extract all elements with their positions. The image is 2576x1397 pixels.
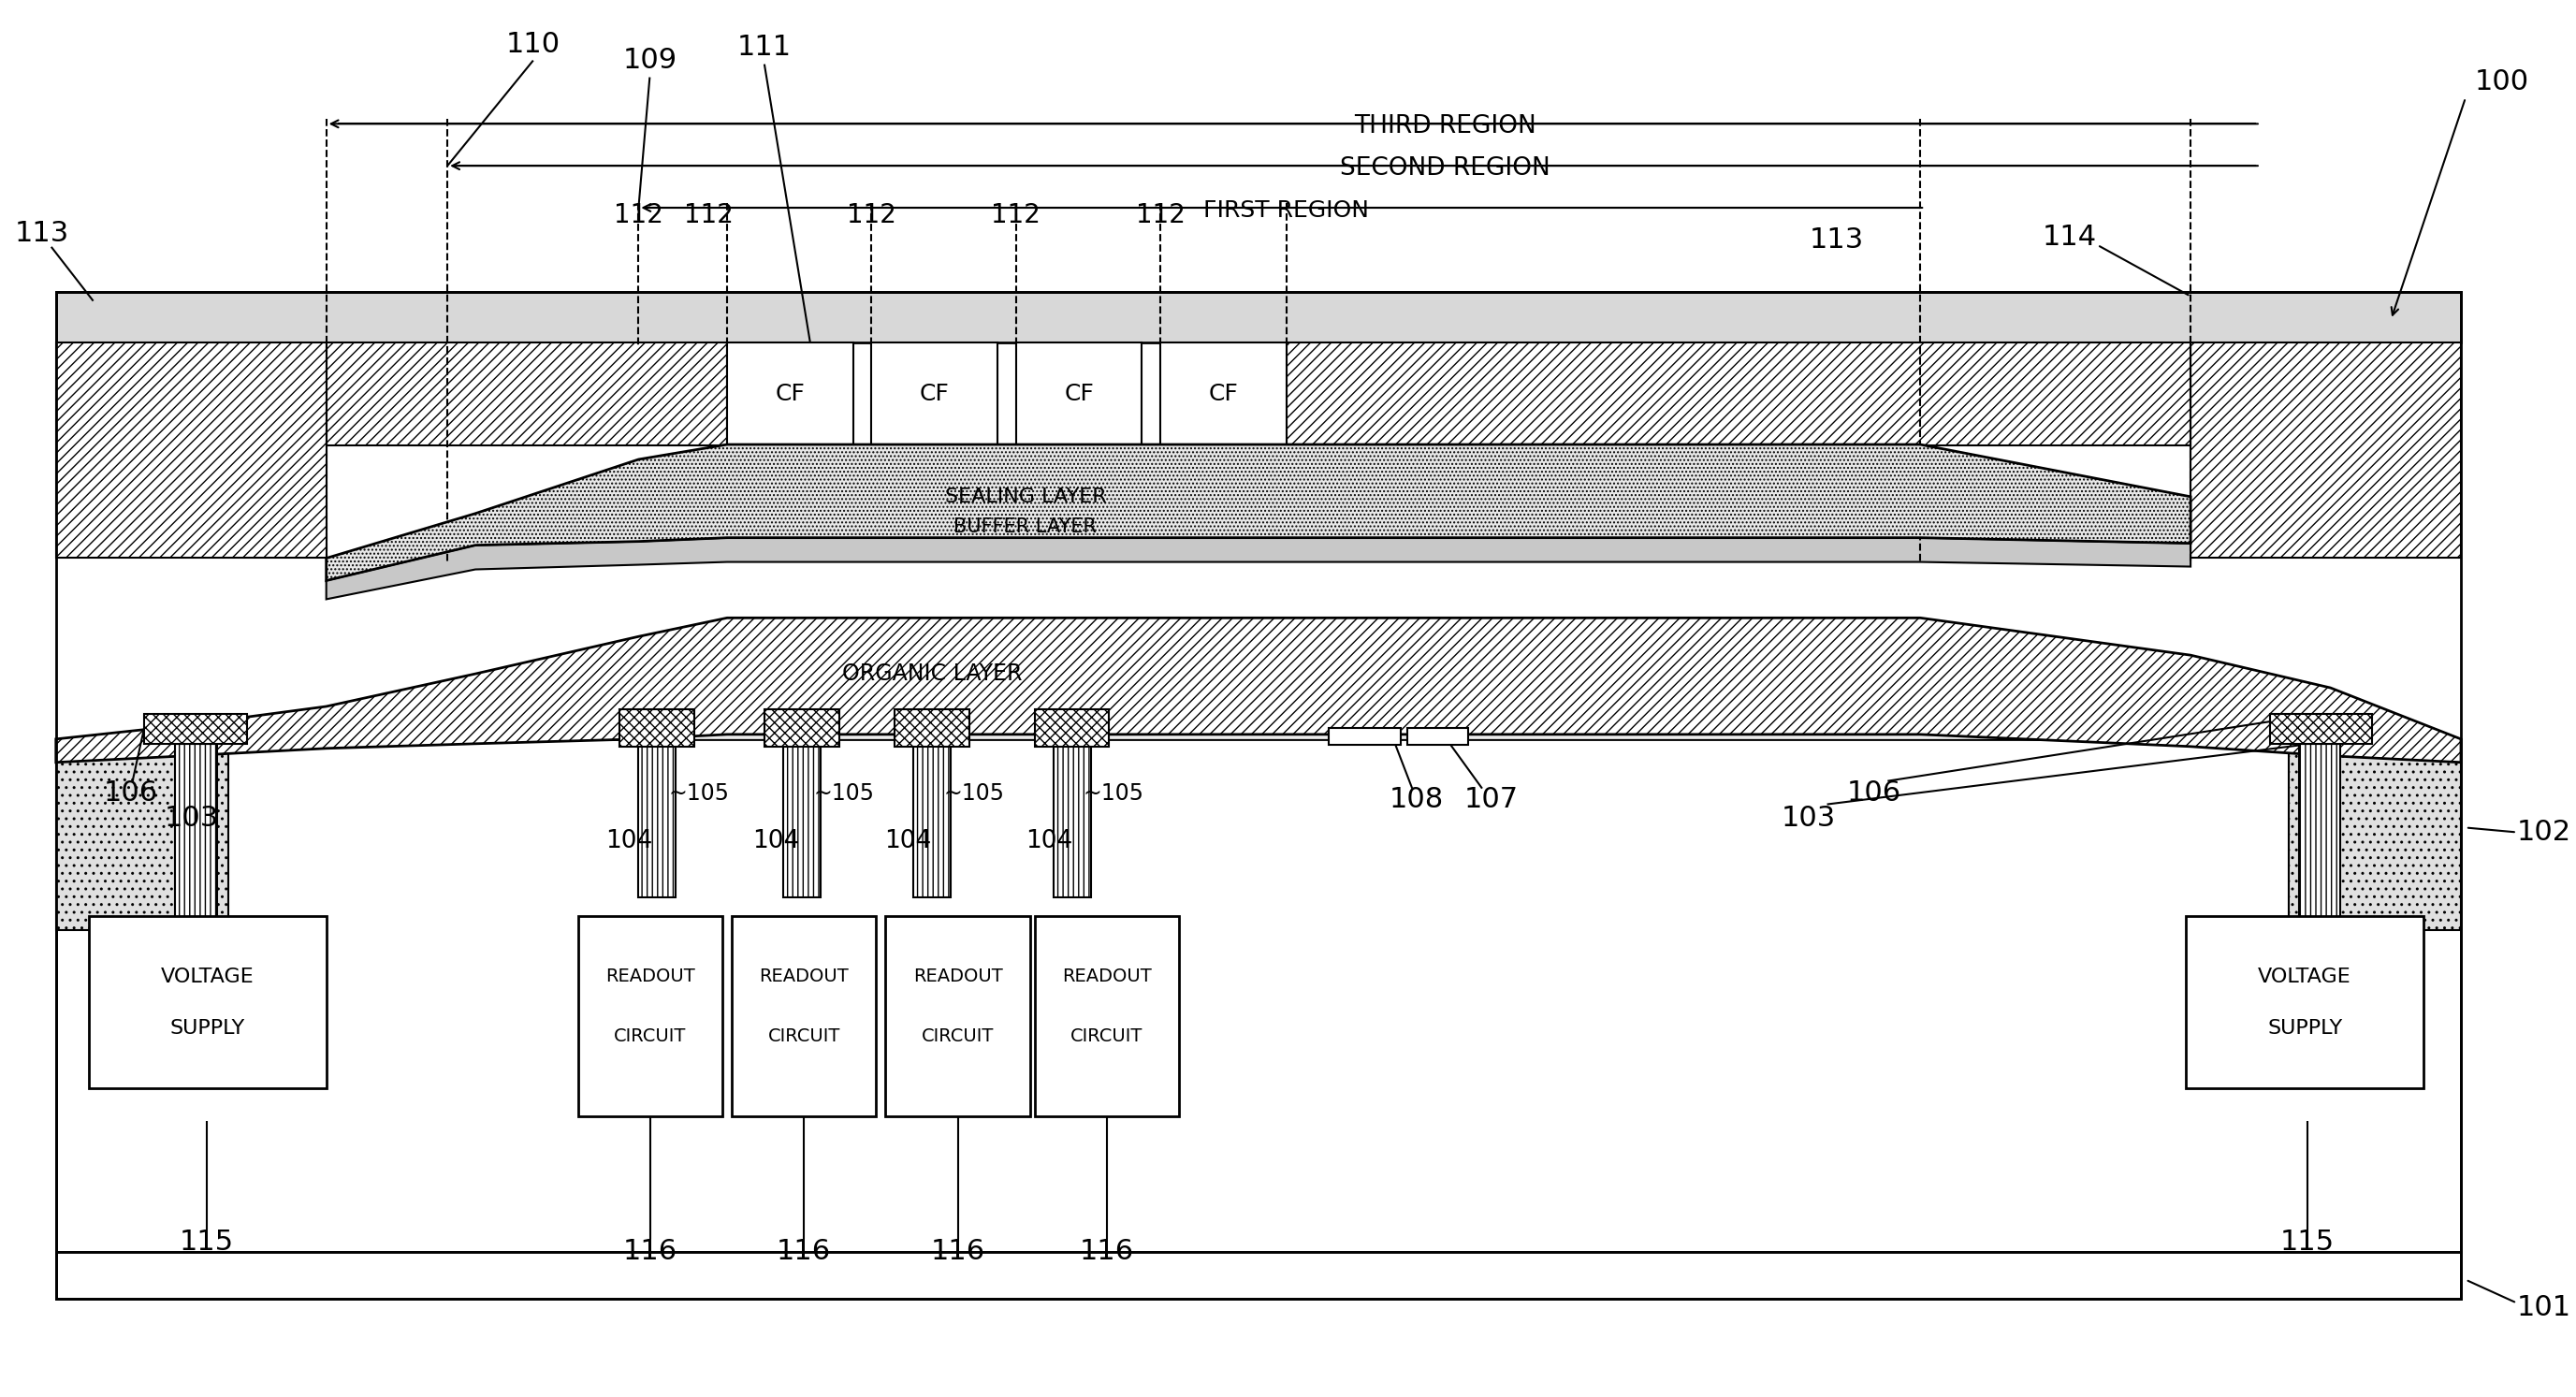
Bar	[57, 1252, 2460, 1298]
Text: 106: 106	[1847, 780, 1901, 806]
Text: 104: 104	[1025, 830, 1074, 854]
Text: VOLTAGE: VOLTAGE	[2259, 967, 2352, 986]
Bar	[871, 342, 997, 446]
Bar	[57, 739, 2460, 1252]
Text: 102: 102	[2517, 819, 2571, 845]
Bar	[732, 916, 876, 1116]
Bar	[1054, 743, 1090, 897]
Text: 115: 115	[180, 1229, 234, 1256]
Text: 114: 114	[2043, 224, 2097, 251]
Bar	[726, 342, 853, 446]
Bar	[894, 710, 969, 746]
Bar	[1329, 728, 1401, 745]
Text: 116: 116	[623, 1238, 677, 1266]
Text: 113: 113	[1808, 226, 1862, 254]
Text: 112: 112	[992, 203, 1041, 228]
Text: 112: 112	[1136, 203, 1185, 228]
Bar	[327, 342, 726, 446]
Text: 112: 112	[683, 203, 734, 228]
Text: 112: 112	[613, 203, 662, 228]
Text: BUFFER LAYER: BUFFER LAYER	[953, 517, 1097, 536]
Text: SEALING LAYER: SEALING LAYER	[945, 488, 1105, 506]
Bar	[2190, 342, 2460, 557]
Text: 103: 103	[1780, 805, 1837, 831]
Polygon shape	[57, 617, 2460, 763]
Text: READOUT: READOUT	[605, 967, 696, 985]
Bar	[1036, 916, 1180, 1116]
Text: CF: CF	[920, 383, 951, 405]
Text: 116: 116	[778, 1238, 832, 1266]
Text: ~105: ~105	[943, 782, 1005, 805]
Text: READOUT: READOUT	[760, 967, 848, 985]
Text: CIRCUIT: CIRCUIT	[1072, 1028, 1144, 1045]
Bar	[621, 710, 696, 746]
Text: CIRCUIT: CIRCUIT	[768, 1028, 840, 1045]
Text: 115: 115	[2280, 1229, 2334, 1256]
Text: 104: 104	[884, 830, 933, 854]
Bar	[57, 739, 229, 930]
Text: 111: 111	[737, 34, 791, 61]
Bar	[57, 342, 327, 557]
Text: 108: 108	[1388, 787, 1445, 813]
Bar	[2269, 714, 2372, 743]
Text: READOUT: READOUT	[912, 967, 1002, 985]
Text: SECOND REGION: SECOND REGION	[1340, 156, 1551, 180]
Bar	[1036, 710, 1110, 746]
Text: CF: CF	[1064, 383, 1095, 405]
Text: 113: 113	[15, 221, 70, 247]
Text: 107: 107	[1463, 787, 1520, 813]
Polygon shape	[57, 617, 2460, 739]
Text: 100: 100	[2476, 68, 2530, 95]
Bar	[914, 743, 951, 897]
Bar	[1015, 342, 1141, 446]
Text: 101: 101	[2517, 1294, 2571, 1322]
Bar	[57, 292, 2460, 1298]
Bar	[886, 916, 1030, 1116]
Polygon shape	[327, 538, 2190, 599]
Text: 106: 106	[103, 780, 157, 806]
Bar	[175, 743, 216, 930]
Text: 103: 103	[165, 805, 219, 831]
Text: ~105: ~105	[1084, 782, 1144, 805]
Text: CIRCUIT: CIRCUIT	[613, 1028, 685, 1045]
Bar	[57, 292, 2460, 342]
Text: 109: 109	[623, 47, 677, 74]
Text: CF: CF	[1208, 383, 1239, 405]
Bar	[1285, 342, 2190, 446]
Text: 110: 110	[505, 31, 562, 59]
Text: ~105: ~105	[814, 782, 873, 805]
Bar	[639, 743, 675, 897]
Bar	[1162, 342, 1285, 446]
Text: VOLTAGE: VOLTAGE	[160, 967, 255, 986]
Bar	[577, 916, 721, 1116]
Bar	[2287, 739, 2460, 930]
Text: FIRST REGION: FIRST REGION	[1203, 200, 1370, 222]
Text: SUPPLY: SUPPLY	[170, 1018, 245, 1038]
Bar	[765, 710, 840, 746]
Bar	[144, 714, 247, 743]
Text: ORGANIC LAYER: ORGANIC LAYER	[842, 662, 1023, 685]
Bar	[2187, 916, 2424, 1088]
Text: 104: 104	[605, 830, 652, 854]
Text: ~105: ~105	[670, 782, 729, 805]
Text: 116: 116	[1079, 1238, 1133, 1266]
Bar	[2298, 743, 2342, 930]
Text: THIRD REGION: THIRD REGION	[1355, 115, 1535, 138]
Text: CF: CF	[775, 383, 804, 405]
Text: 112: 112	[848, 203, 896, 228]
Text: 104: 104	[752, 830, 799, 854]
Polygon shape	[327, 444, 2190, 581]
Text: CIRCUIT: CIRCUIT	[922, 1028, 994, 1045]
Bar	[783, 743, 819, 897]
Bar	[1406, 728, 1468, 745]
Text: READOUT: READOUT	[1061, 967, 1151, 985]
Bar	[88, 916, 327, 1088]
Text: SUPPLY: SUPPLY	[2267, 1018, 2342, 1038]
Text: 116: 116	[930, 1238, 984, 1266]
